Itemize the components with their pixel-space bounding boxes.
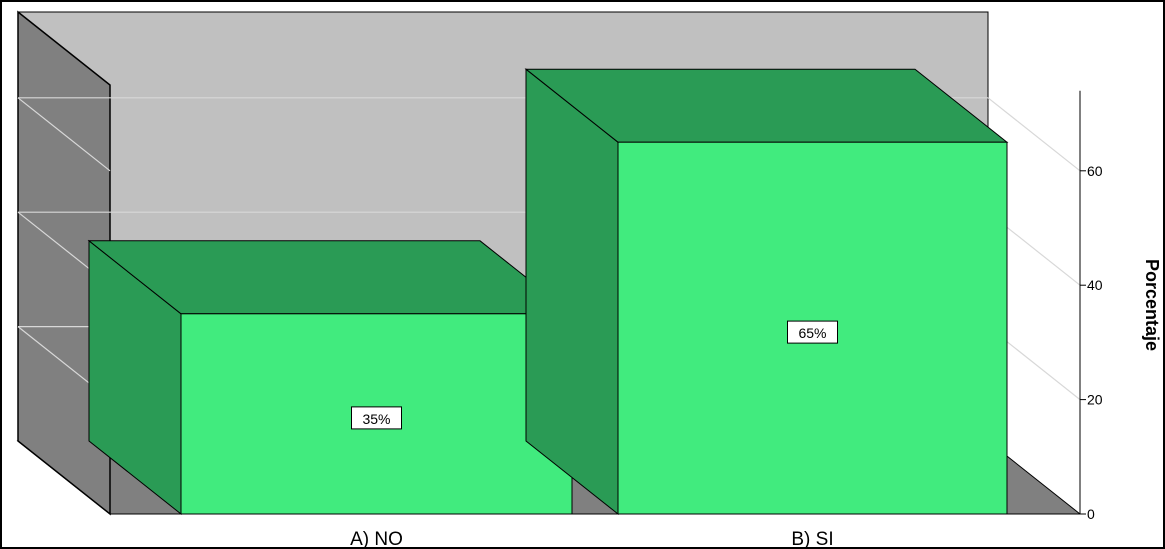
data-label: 65%	[798, 325, 826, 341]
y-tick-label: 20	[1087, 392, 1103, 408]
bar-side	[525, 68, 619, 516]
side-wall	[17, 10, 111, 516]
y-tick-label: 60	[1087, 163, 1103, 179]
x-tick-label: B) SI	[791, 529, 833, 549]
x-axis: A) NO B) SI	[350, 529, 834, 549]
y-axis-label: Porcentaje	[1142, 259, 1162, 351]
x-tick-label: A) NO	[350, 529, 403, 549]
gridline-right	[987, 97, 1081, 172]
data-label-box	[351, 406, 402, 430]
data-label: 35%	[362, 411, 390, 427]
y-axis: 0 20 40 60	[1079, 90, 1103, 522]
data-label-box	[787, 320, 838, 344]
bar-1: 65%	[524, 68, 1009, 516]
y-tick-label: 40	[1087, 277, 1103, 293]
gridline-side	[17, 97, 111, 172]
y-tick-label: 0	[1087, 506, 1095, 522]
bars: 35% 65%	[87, 68, 1009, 516]
bar-0: 35%	[87, 239, 574, 516]
